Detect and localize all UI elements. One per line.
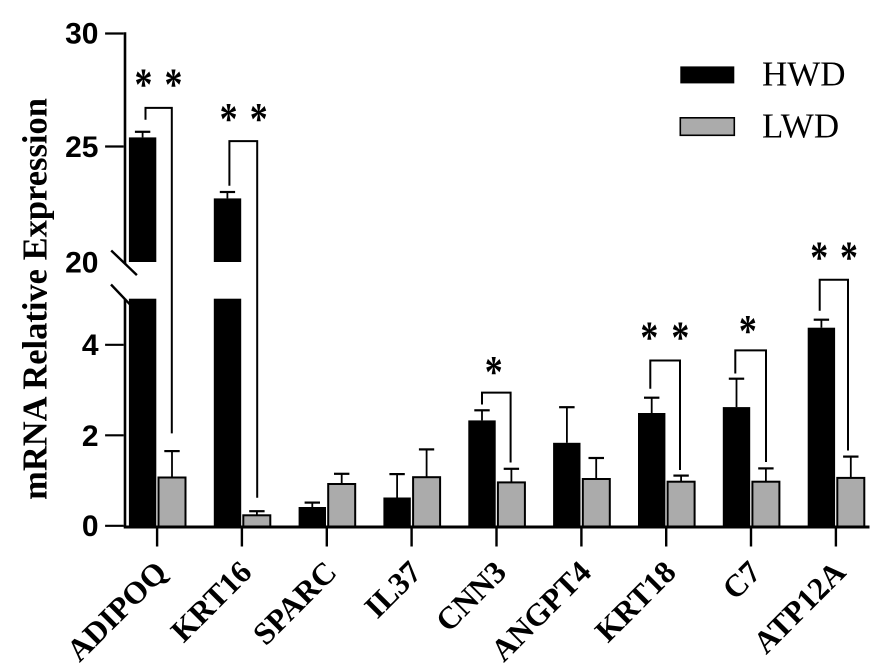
svg-text:*: * [220,93,238,144]
svg-text:LWD: LWD [762,107,839,146]
svg-text:0: 0 [82,510,99,543]
svg-text:30: 30 [65,18,98,51]
svg-text:*: * [810,231,828,282]
svg-text:*: * [640,311,658,362]
svg-text:4: 4 [82,329,99,362]
svg-text:HWD: HWD [762,55,846,94]
svg-text:20: 20 [65,246,98,279]
svg-text:*: * [250,93,268,144]
svg-text:2: 2 [82,420,99,453]
svg-text:*: * [135,58,153,109]
svg-text:*: * [739,305,757,356]
svg-text:*: * [671,311,689,362]
svg-text:*: * [840,231,858,282]
svg-text:25: 25 [65,131,98,164]
svg-text:mRNA Relative Expression: mRNA Relative Expression [17,98,55,500]
svg-text:*: * [165,58,183,109]
svg-text:*: * [485,346,503,397]
